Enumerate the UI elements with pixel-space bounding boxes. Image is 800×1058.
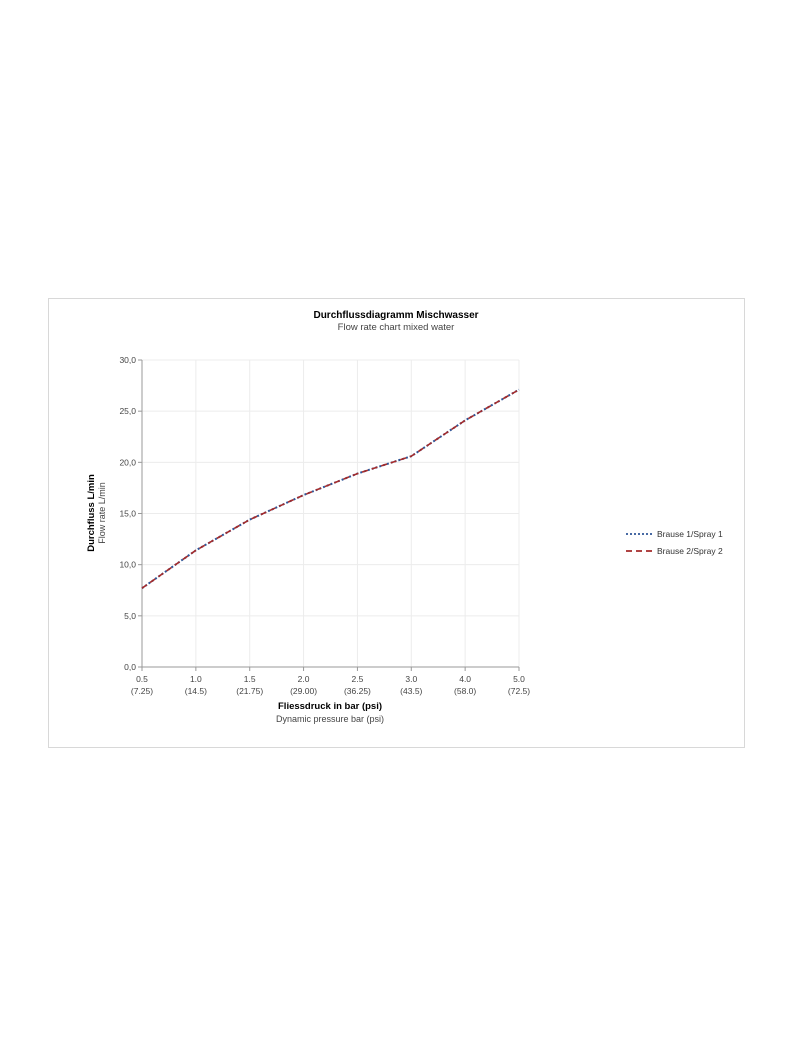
y-tick-label: 20,0 bbox=[119, 457, 136, 467]
x-tick-label: 2.5 bbox=[352, 674, 364, 684]
x-tick-label: 1.0 bbox=[190, 674, 202, 684]
x-axis-sublabel: Dynamic pressure bar (psi) bbox=[276, 714, 384, 724]
series-line-2 bbox=[141, 388, 520, 589]
legend-label-1: Brause 1/Spray 1 bbox=[657, 529, 723, 539]
x-tick-sublabel: (29.00) bbox=[290, 686, 317, 696]
y-tick-label: 25,0 bbox=[119, 406, 136, 416]
y-axis-label: Durchfluss L/min bbox=[86, 474, 97, 552]
y-tick-label: 10,0 bbox=[119, 560, 136, 570]
chart-frame bbox=[48, 298, 745, 748]
x-tick-sublabel: (21.75) bbox=[236, 686, 263, 696]
x-tick-label: 5.0 bbox=[513, 674, 525, 684]
chart-title: Durchflussdiagramm Mischwasser bbox=[313, 310, 478, 321]
y-tick-label: 0,0 bbox=[124, 662, 136, 672]
x-tick-sublabel: (58.0) bbox=[454, 686, 476, 696]
x-tick-sublabel: (43.5) bbox=[400, 686, 422, 696]
y-tick-label: 15,0 bbox=[119, 509, 136, 519]
x-tick-label: 4.0 bbox=[459, 674, 471, 684]
series-line-1 bbox=[141, 388, 520, 590]
x-tick-label: 0.5 bbox=[136, 674, 148, 684]
legend-label-2: Brause 2/Spray 2 bbox=[657, 546, 723, 556]
chart-subtitle: Flow rate chart mixed water bbox=[338, 322, 455, 333]
x-tick-label: 2.0 bbox=[298, 674, 310, 684]
y-tick-label: 5,0 bbox=[124, 611, 136, 621]
x-tick-sublabel: (7.25) bbox=[131, 686, 153, 696]
x-tick-label: 1.5 bbox=[244, 674, 256, 684]
y-tick-label: 30,0 bbox=[119, 355, 136, 365]
x-tick-sublabel: (14.5) bbox=[185, 686, 207, 696]
x-tick-sublabel: (72.5) bbox=[508, 686, 530, 696]
y-axis-sublabel: Flow rate L/min bbox=[97, 482, 107, 544]
x-axis-label: Fliessdruck in bar (psi) bbox=[278, 701, 382, 712]
x-tick-sublabel: (36.25) bbox=[344, 686, 371, 696]
x-tick-label: 3.0 bbox=[405, 674, 417, 684]
